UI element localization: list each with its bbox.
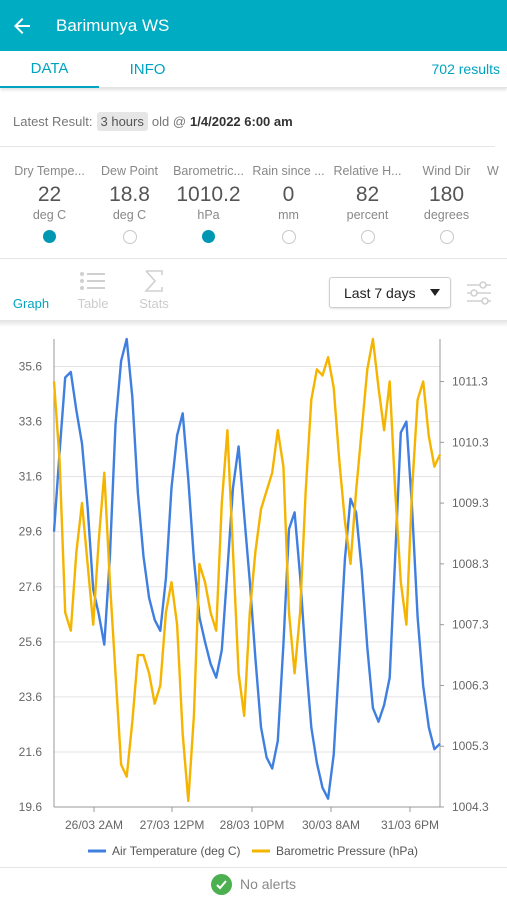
y-left-tick-label: 21.6 [19, 745, 43, 759]
latest-result-old-text: old @ [151, 114, 187, 129]
app-bar: Barimunya WS [0, 0, 500, 51]
sliders-icon[interactable] [466, 280, 492, 306]
x-tick-label: 28/03 10PM [220, 818, 285, 832]
variable-rain[interactable]: Rain since ... 0 mm [249, 164, 328, 244]
variable-value: 0 [282, 183, 295, 206]
view-tab-label: Stats [139, 296, 169, 311]
y-right-tick-label: 1005.3 [452, 739, 489, 753]
list-icon [80, 272, 105, 290]
caret-down-icon [430, 289, 440, 296]
variable-unit: percent [346, 208, 389, 222]
variable-radio-checked[interactable] [202, 230, 215, 243]
date-range-value: Last 7 days [344, 284, 416, 301]
variable-unit: degrees [423, 208, 470, 222]
legend-label: Air Temperature (deg C) [112, 844, 241, 858]
back-button[interactable] [0, 0, 44, 51]
y-left-tick-label: 25.6 [19, 635, 43, 649]
sigma-icon [144, 270, 163, 292]
variable-unit: deg C [32, 208, 67, 222]
variable-name: W [487, 164, 499, 178]
y-left-tick-label: 19.6 [19, 800, 43, 814]
view-tab-label: Table [77, 296, 109, 311]
y-right-tick-label: 1008.3 [452, 557, 489, 571]
variable-unit: hPa [197, 208, 220, 222]
y-left-tick-label: 23.6 [19, 690, 43, 704]
variable-wind-dir[interactable]: Wind Dir 180 degrees [407, 164, 486, 244]
y-right-tick-label: 1006.3 [452, 678, 489, 692]
x-tick-label: 30/03 8AM [302, 818, 360, 832]
alerts-text: No alerts [239, 876, 297, 892]
variable-partial[interactable]: W [487, 164, 507, 178]
divider [0, 258, 507, 259]
variable-name: Barometric... [173, 164, 244, 178]
variable-radio[interactable] [439, 230, 454, 244]
x-tick-label: 31/03 6PM [381, 818, 439, 832]
latest-result-age: 3 hours [96, 112, 148, 131]
variable-name: Dew Point [101, 164, 158, 178]
view-tab-stats[interactable]: Stats [123, 266, 185, 311]
variable-humidity[interactable]: Relative H... 82 percent [328, 164, 407, 244]
series-line-air-temperature [52, 337, 441, 800]
arrow-left-icon [14, 17, 30, 34]
scrollbar-track [500, 0, 507, 51]
x-tick-label: 26/03 2AM [65, 818, 123, 832]
y-right-tick-label: 1010.3 [452, 435, 489, 449]
variable-unit: mm [278, 208, 299, 222]
legend-label: Barometric Pressure (hPa) [276, 844, 418, 858]
variable-value: 1010.2 [176, 183, 241, 206]
tab-data[interactable]: DATA [0, 51, 99, 88]
variable-name: Wind Dir [422, 164, 471, 178]
divider [0, 146, 495, 147]
y-right-tick-label: 1011.3 [452, 375, 488, 389]
variable-radio[interactable] [122, 230, 137, 244]
tab-bar: DATA INFO 702 results [0, 51, 507, 88]
results-count: 702 results [431, 61, 500, 77]
station-title: Barimunya WS [56, 15, 170, 35]
tab-info[interactable]: INFO [129, 60, 166, 78]
y-left-tick-label: 31.6 [19, 470, 43, 484]
variable-radio-checked[interactable] [43, 230, 56, 243]
y-left-tick-label: 29.6 [19, 525, 43, 539]
check-circle-icon [210, 873, 232, 895]
y-right-tick-label: 1009.3 [452, 496, 489, 510]
variable-value: 82 [355, 183, 380, 206]
y-left-tick-label: 33.6 [19, 415, 43, 429]
variable-name: Dry Tempe... [14, 164, 85, 178]
y-right-tick-label: 1004.3 [452, 800, 489, 814]
y-left-tick-label: 35.6 [19, 360, 43, 374]
alerts-bar: No alerts [0, 867, 507, 900]
variable-value: 180 [428, 183, 465, 206]
latest-result-datetime: 1/4/2022 6:00 am [190, 114, 293, 129]
date-range-select[interactable]: Last 7 days [329, 277, 451, 308]
view-tab-table[interactable]: Table [62, 266, 124, 311]
variable-unit: deg C [112, 208, 147, 222]
x-tick-label: 27/03 12PM [140, 818, 205, 832]
latest-result-label: Latest Result: [13, 114, 93, 129]
variable-dew-point[interactable]: Dew Point 18.8 deg C [90, 164, 169, 244]
variable-dry-temp[interactable]: Dry Tempe... 22 deg C [10, 164, 89, 243]
latest-result: Latest Result: 3 hours old @ 1/4/2022 6:… [13, 112, 293, 131]
variable-value: 22 [37, 183, 62, 206]
weather-chart: 19.6 21.6 23.6 25.6 27.6 29.6 31.6 33.6 35.6 1004… [19, 337, 489, 858]
variable-radio[interactable] [360, 230, 375, 244]
y-right-tick-label: 1007.3 [452, 618, 489, 632]
variable-barometric[interactable]: Barometric... 1010.2 hPa [169, 164, 248, 243]
view-tab-graph[interactable]: Graph [0, 266, 62, 311]
variable-value: 18.8 [109, 183, 150, 206]
variable-name: Rain since ... [252, 164, 325, 178]
series-line-barometric-pressure [52, 337, 442, 803]
y-left-tick-label: 27.6 [19, 580, 43, 594]
view-tab-label: Graph [12, 296, 50, 311]
variable-selector: Dry Tempe... 22 deg C Dew Point 18.8 deg… [0, 164, 507, 254]
variable-name: Relative H... [333, 164, 402, 178]
section-shadow [0, 320, 507, 327]
variable-radio[interactable] [281, 230, 296, 244]
